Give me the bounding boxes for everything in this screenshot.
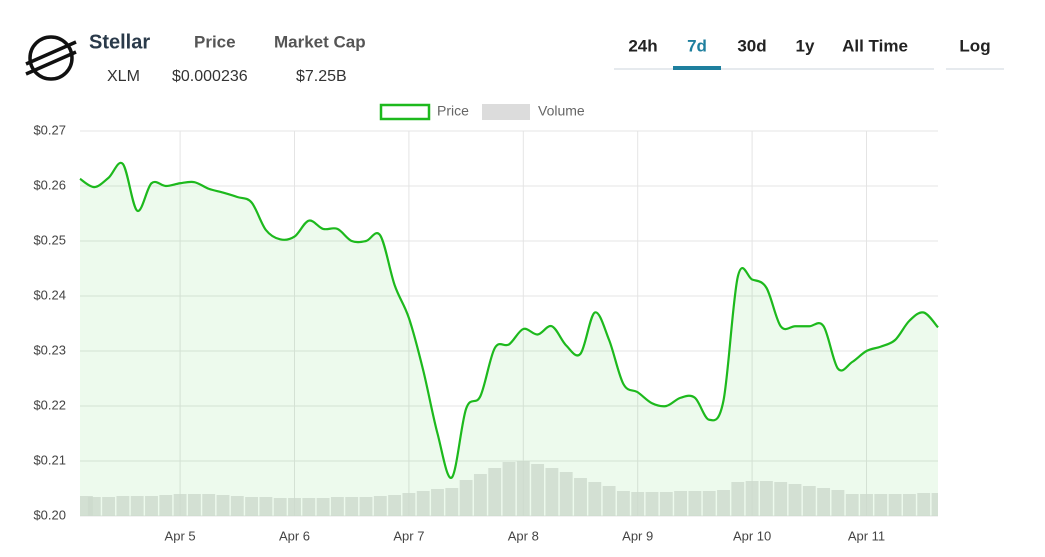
volume-bar [759, 481, 773, 516]
range-tab[interactable]: All Time [842, 36, 908, 55]
logo [25, 35, 77, 81]
volume-bar [860, 494, 873, 516]
volume-bar [373, 496, 387, 516]
volume-bar [230, 496, 244, 516]
x-tick-label: Apr 5 [165, 528, 196, 543]
y-tick-label: $0.25 [33, 232, 66, 247]
volume-bar [359, 497, 373, 516]
volume-bar [388, 495, 402, 516]
volume-bar [402, 493, 416, 516]
legend-label: Price [437, 103, 469, 119]
volume-bar [445, 488, 459, 516]
range-tab[interactable]: 24h [628, 36, 657, 55]
volume-bar [874, 494, 888, 516]
volume-bar [645, 492, 659, 516]
volume-bar [817, 488, 831, 516]
volume-bar [488, 468, 502, 516]
price-line [79, 161, 939, 479]
x-tick-label: Apr 11 [848, 528, 885, 543]
log-tab[interactable]: Log [959, 36, 990, 55]
volume-bar [788, 484, 802, 516]
volume-bar [159, 495, 173, 516]
volume-bar [917, 493, 931, 516]
volume-bar [674, 491, 688, 516]
volume-bar [616, 491, 630, 516]
volume-bar [87, 497, 101, 516]
volume-bar [259, 497, 273, 516]
legend-swatch [482, 104, 530, 120]
y-tick-label: $0.26 [33, 177, 66, 192]
volume-bar [731, 482, 745, 516]
range-tab[interactable]: 30d [737, 36, 766, 55]
legend-swatch [379, 103, 431, 121]
x-tick-label: Apr 7 [393, 528, 424, 543]
symbol: XLM [107, 68, 140, 85]
volume-bar [216, 495, 230, 516]
volume-bar [831, 490, 845, 516]
volume-bar [602, 486, 616, 516]
x-tick-label: Apr 8 [508, 528, 539, 543]
y-tick-label: $0.23 [33, 342, 66, 357]
volume-bar [802, 486, 816, 516]
volume-bar [545, 468, 559, 516]
volume-bar [588, 482, 602, 516]
volume-bar [531, 464, 545, 516]
volume-bar [102, 497, 116, 516]
market-cap: $7.25B [296, 68, 347, 85]
volume-bar [659, 492, 673, 516]
volume-bar [187, 494, 201, 516]
x-tick-label: Apr 6 [279, 528, 310, 543]
legend-label: Volume [538, 103, 585, 119]
x-tick-label: Apr 10 [733, 528, 771, 543]
coin-name: Stellar [89, 31, 150, 53]
volume-bar [316, 498, 330, 516]
volume-bar [931, 493, 938, 516]
volume-bar [273, 498, 287, 516]
volume-bar [888, 494, 902, 516]
volume-bar [459, 480, 473, 516]
price-label: Price [194, 32, 236, 51]
volume-bar [345, 497, 359, 516]
y-tick-label: $0.20 [33, 507, 66, 522]
volume-bar [302, 498, 316, 516]
volume-bar [245, 497, 259, 516]
range-tab[interactable]: 1y [796, 36, 815, 55]
volume-bar [416, 491, 430, 516]
volume-bar [845, 494, 859, 516]
volume-bar [502, 462, 516, 516]
volume-bar [145, 496, 158, 516]
y-tick-label: $0.22 [33, 397, 66, 412]
volume-bar [202, 494, 216, 516]
price-area [80, 162, 938, 516]
volume-bar [631, 492, 645, 516]
volume-bar [130, 496, 144, 516]
price: $0.000236 [172, 68, 248, 85]
y-tick-label: $0.21 [33, 452, 66, 467]
volume-bar [473, 474, 487, 516]
volume-bar [330, 497, 344, 516]
range-tab[interactable]: 7d [687, 36, 707, 55]
volume-bar [516, 461, 530, 516]
volume-bar [702, 491, 716, 516]
volume-bar [559, 472, 573, 516]
volume-bar [902, 494, 916, 516]
volume-bar [116, 496, 130, 516]
volume-bar [431, 489, 444, 516]
y-tick-label: $0.27 [33, 122, 66, 137]
volume-bar [288, 498, 301, 516]
volume-bar [688, 491, 702, 516]
x-tick-label: Apr 9 [622, 528, 653, 543]
volume-bar [173, 494, 187, 516]
volume-bar [774, 482, 788, 516]
volume-bar [717, 490, 730, 516]
volume-bar [745, 481, 759, 516]
volume-bar [574, 478, 587, 516]
market-cap-label: Market Cap [274, 32, 366, 51]
y-tick-label: $0.24 [33, 287, 66, 302]
